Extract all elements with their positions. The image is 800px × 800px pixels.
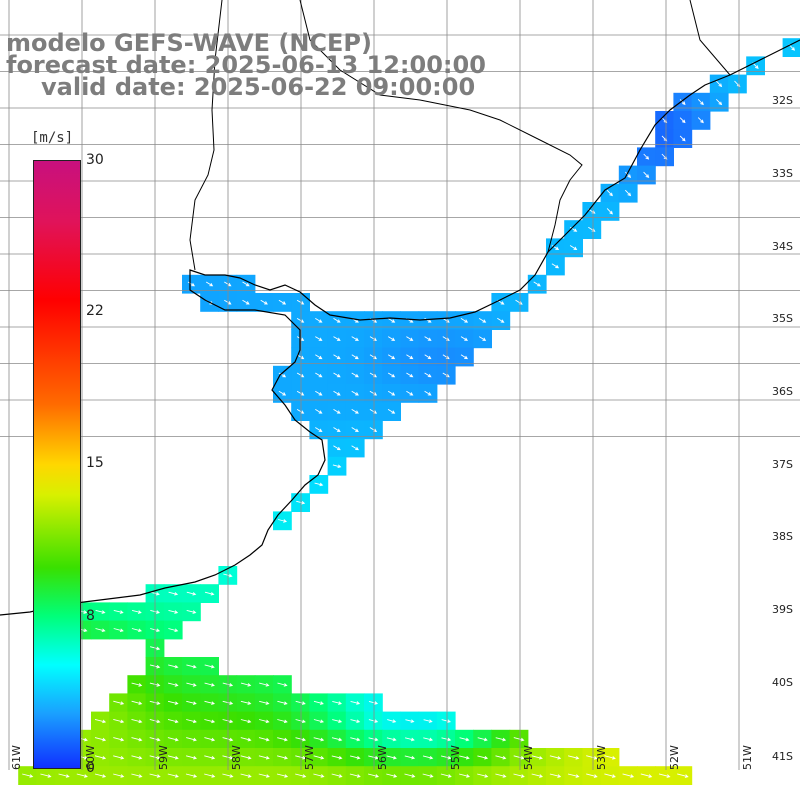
lon-label-58w: 58W <box>230 745 243 770</box>
lon-label-61w: 61W <box>10 745 23 770</box>
wind-speed-cells <box>18 38 800 785</box>
colorbar-tick-30: 30 <box>86 152 104 168</box>
lon-label-51w: 51W <box>741 745 754 770</box>
lat-label-40s: 40S <box>772 676 793 689</box>
title-model: modelo GEFS-WAVE (NCEP) <box>6 29 372 57</box>
colorbar-tick-8: 8 <box>86 608 95 624</box>
lat-label-32s: 32S <box>772 94 793 107</box>
lon-label-54w: 54W <box>522 745 535 770</box>
lon-label-60w: 60W <box>84 745 97 770</box>
lat-label-37s: 37S <box>772 458 793 471</box>
lat-label-35s: 35S <box>772 312 793 325</box>
inland-borders <box>189 0 731 271</box>
coastline <box>0 39 800 616</box>
colorbar-tick-15: 15 <box>86 455 104 471</box>
lat-label-34s: 34S <box>772 240 793 253</box>
lon-label-53w: 53W <box>595 745 608 770</box>
colorbar-tick-22: 22 <box>86 303 104 319</box>
colorbar-tick-0: 0 <box>86 760 95 776</box>
title-valid-date: valid date: 2025-06-22 09:00:00 <box>41 73 476 101</box>
lat-label-38s: 38S <box>772 530 793 543</box>
lon-label-57w: 57W <box>303 745 316 770</box>
lat-label-39s: 39S <box>772 603 793 616</box>
title-forecast-date: forecast date: 2025-06-13 12:00:00 <box>6 51 486 79</box>
lon-label-59w: 59W <box>157 745 170 770</box>
lat-label-36s: 36S <box>772 385 793 398</box>
lat-label-41s: 41S <box>772 750 793 763</box>
colorbar-units: [m/s] <box>31 130 74 146</box>
colorbar <box>33 160 81 769</box>
wind-arrows <box>22 44 796 778</box>
lon-label-55w: 55W <box>449 745 462 770</box>
lat-label-33s: 33S <box>772 167 793 180</box>
lon-label-52w: 52W <box>668 745 681 770</box>
graticule <box>0 0 800 770</box>
lon-label-56w: 56W <box>376 745 389 770</box>
